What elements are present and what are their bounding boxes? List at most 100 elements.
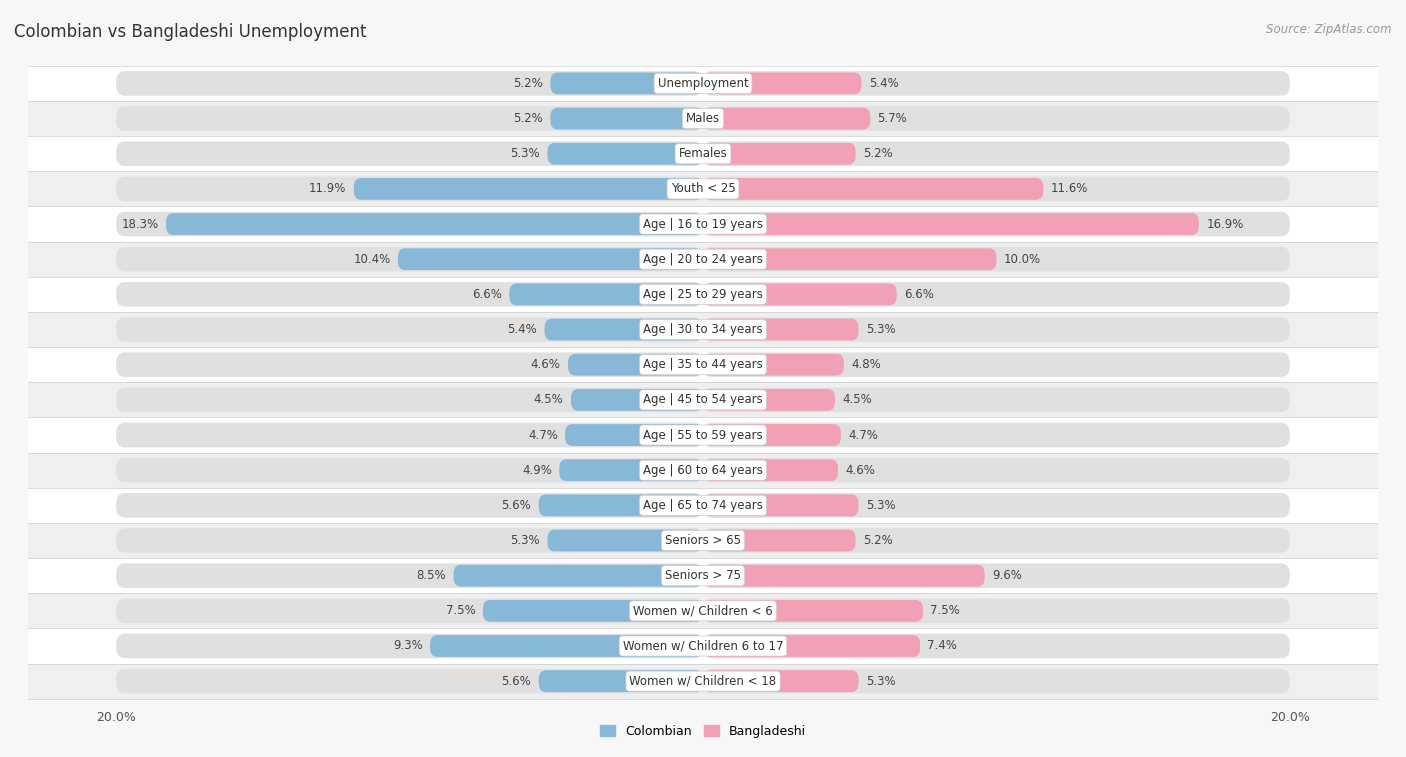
- Text: Females: Females: [679, 148, 727, 160]
- FancyBboxPatch shape: [703, 424, 841, 446]
- Text: Women w/ Children < 6: Women w/ Children < 6: [633, 604, 773, 617]
- Text: 5.3%: 5.3%: [510, 534, 540, 547]
- Text: 5.2%: 5.2%: [863, 148, 893, 160]
- FancyBboxPatch shape: [117, 563, 703, 588]
- Text: Women w/ Children < 18: Women w/ Children < 18: [630, 674, 776, 687]
- FancyBboxPatch shape: [482, 600, 703, 621]
- Text: 5.2%: 5.2%: [513, 77, 543, 90]
- FancyBboxPatch shape: [28, 207, 1378, 241]
- Text: Youth < 25: Youth < 25: [671, 182, 735, 195]
- FancyBboxPatch shape: [703, 282, 1289, 307]
- FancyBboxPatch shape: [703, 354, 844, 375]
- Text: Age | 55 to 59 years: Age | 55 to 59 years: [643, 428, 763, 441]
- FancyBboxPatch shape: [117, 422, 703, 447]
- Text: 9.3%: 9.3%: [394, 640, 423, 653]
- FancyBboxPatch shape: [28, 417, 1378, 453]
- FancyBboxPatch shape: [703, 143, 856, 164]
- Text: Seniors > 65: Seniors > 65: [665, 534, 741, 547]
- FancyBboxPatch shape: [703, 459, 838, 481]
- Text: Age | 35 to 44 years: Age | 35 to 44 years: [643, 358, 763, 371]
- FancyBboxPatch shape: [28, 171, 1378, 207]
- FancyBboxPatch shape: [28, 277, 1378, 312]
- FancyBboxPatch shape: [703, 493, 1289, 518]
- FancyBboxPatch shape: [703, 353, 1289, 377]
- Text: 4.8%: 4.8%: [851, 358, 882, 371]
- FancyBboxPatch shape: [703, 635, 920, 657]
- FancyBboxPatch shape: [117, 282, 703, 307]
- Legend: Colombian, Bangladeshi: Colombian, Bangladeshi: [595, 720, 811, 743]
- Text: Seniors > 75: Seniors > 75: [665, 569, 741, 582]
- FancyBboxPatch shape: [28, 628, 1378, 664]
- FancyBboxPatch shape: [117, 388, 703, 412]
- FancyBboxPatch shape: [28, 593, 1378, 628]
- FancyBboxPatch shape: [117, 353, 703, 377]
- Text: 4.6%: 4.6%: [845, 464, 875, 477]
- FancyBboxPatch shape: [568, 354, 703, 375]
- Text: 16.9%: 16.9%: [1206, 217, 1243, 231]
- FancyBboxPatch shape: [703, 107, 870, 129]
- Text: 11.6%: 11.6%: [1050, 182, 1088, 195]
- FancyBboxPatch shape: [703, 389, 835, 411]
- FancyBboxPatch shape: [703, 142, 1289, 166]
- Text: Age | 20 to 24 years: Age | 20 to 24 years: [643, 253, 763, 266]
- FancyBboxPatch shape: [117, 599, 703, 623]
- Text: 4.5%: 4.5%: [842, 394, 872, 407]
- FancyBboxPatch shape: [703, 247, 1289, 272]
- FancyBboxPatch shape: [703, 634, 1289, 659]
- Text: Age | 16 to 19 years: Age | 16 to 19 years: [643, 217, 763, 231]
- Text: 4.7%: 4.7%: [848, 428, 879, 441]
- FancyBboxPatch shape: [560, 459, 703, 481]
- FancyBboxPatch shape: [28, 241, 1378, 277]
- Text: Males: Males: [686, 112, 720, 125]
- Text: Age | 65 to 74 years: Age | 65 to 74 years: [643, 499, 763, 512]
- FancyBboxPatch shape: [703, 73, 862, 95]
- Text: Age | 30 to 34 years: Age | 30 to 34 years: [643, 323, 763, 336]
- FancyBboxPatch shape: [28, 453, 1378, 488]
- Text: 7.5%: 7.5%: [446, 604, 475, 617]
- FancyBboxPatch shape: [28, 66, 1378, 101]
- FancyBboxPatch shape: [430, 635, 703, 657]
- Text: 6.6%: 6.6%: [904, 288, 934, 301]
- FancyBboxPatch shape: [565, 424, 703, 446]
- FancyBboxPatch shape: [703, 565, 984, 587]
- FancyBboxPatch shape: [117, 247, 703, 272]
- FancyBboxPatch shape: [117, 176, 703, 201]
- FancyBboxPatch shape: [547, 530, 703, 551]
- FancyBboxPatch shape: [28, 136, 1378, 171]
- FancyBboxPatch shape: [703, 422, 1289, 447]
- Text: Age | 60 to 64 years: Age | 60 to 64 years: [643, 464, 763, 477]
- FancyBboxPatch shape: [117, 528, 703, 553]
- FancyBboxPatch shape: [538, 494, 703, 516]
- FancyBboxPatch shape: [117, 142, 703, 166]
- FancyBboxPatch shape: [703, 494, 859, 516]
- Text: 5.3%: 5.3%: [866, 323, 896, 336]
- Text: 10.0%: 10.0%: [1004, 253, 1040, 266]
- FancyBboxPatch shape: [28, 382, 1378, 417]
- FancyBboxPatch shape: [28, 347, 1378, 382]
- FancyBboxPatch shape: [509, 283, 703, 305]
- FancyBboxPatch shape: [117, 493, 703, 518]
- FancyBboxPatch shape: [547, 143, 703, 164]
- FancyBboxPatch shape: [703, 71, 1289, 95]
- FancyBboxPatch shape: [117, 317, 703, 342]
- Text: 8.5%: 8.5%: [416, 569, 446, 582]
- Text: 18.3%: 18.3%: [121, 217, 159, 231]
- FancyBboxPatch shape: [703, 283, 897, 305]
- Text: Women w/ Children 6 to 17: Women w/ Children 6 to 17: [623, 640, 783, 653]
- Text: 7.5%: 7.5%: [931, 604, 960, 617]
- FancyBboxPatch shape: [550, 73, 703, 95]
- FancyBboxPatch shape: [571, 389, 703, 411]
- FancyBboxPatch shape: [166, 213, 703, 235]
- FancyBboxPatch shape: [454, 565, 703, 587]
- FancyBboxPatch shape: [28, 664, 1378, 699]
- FancyBboxPatch shape: [117, 669, 703, 693]
- FancyBboxPatch shape: [117, 634, 703, 659]
- FancyBboxPatch shape: [703, 563, 1289, 588]
- FancyBboxPatch shape: [544, 319, 703, 341]
- FancyBboxPatch shape: [117, 106, 703, 131]
- Text: Colombian vs Bangladeshi Unemployment: Colombian vs Bangladeshi Unemployment: [14, 23, 367, 41]
- FancyBboxPatch shape: [28, 523, 1378, 558]
- Text: 5.7%: 5.7%: [877, 112, 907, 125]
- Text: 5.2%: 5.2%: [513, 112, 543, 125]
- FancyBboxPatch shape: [703, 317, 1289, 342]
